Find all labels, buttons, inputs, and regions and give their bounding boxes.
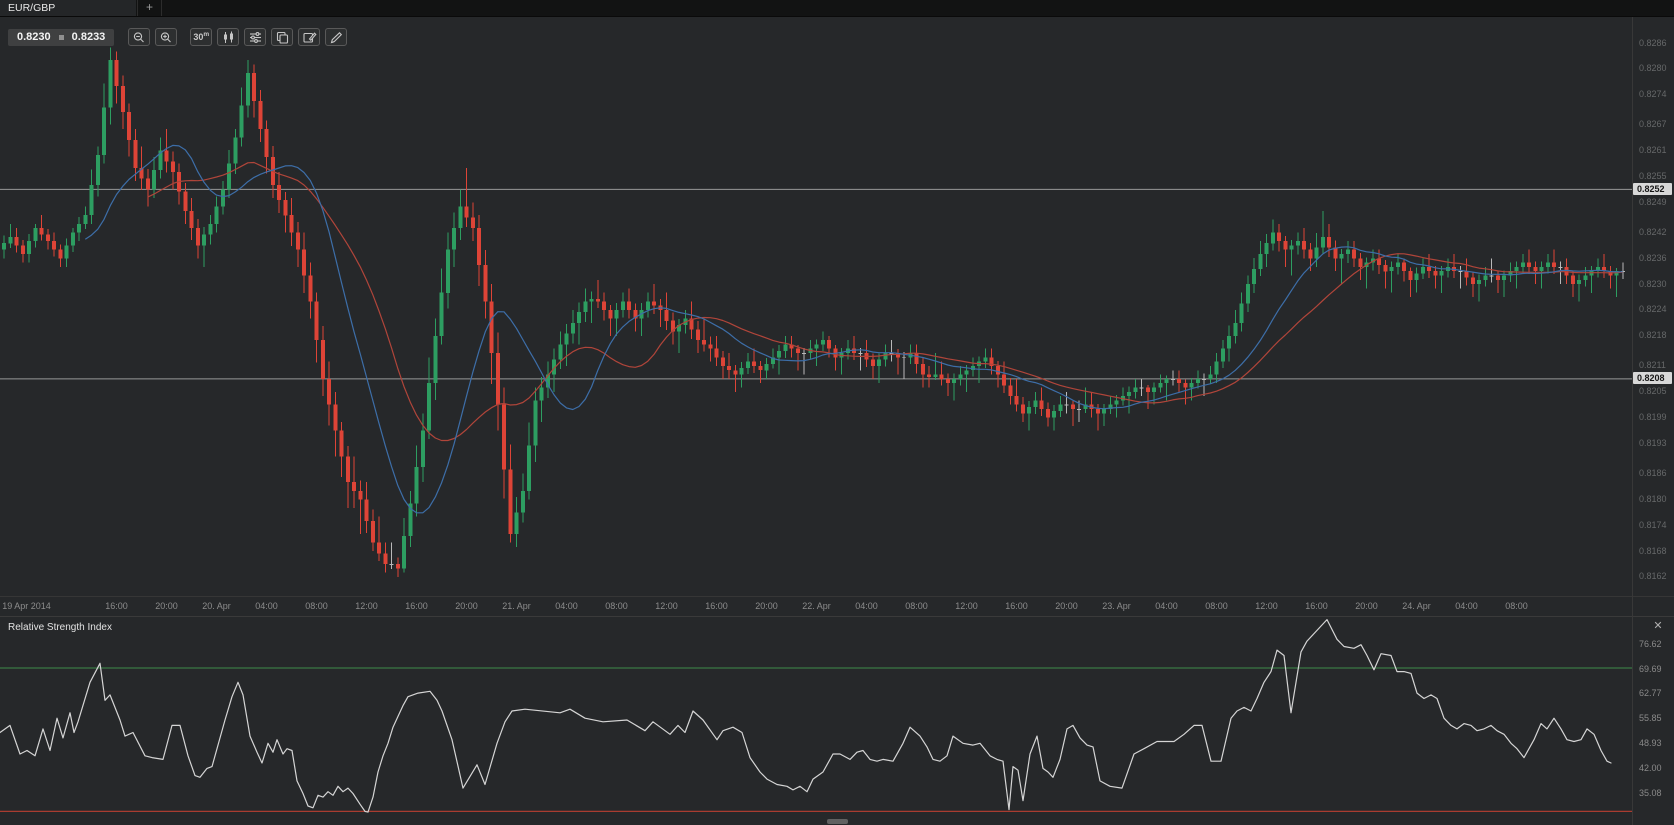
chart-toolbar: 0.8230 0.8233 30m bbox=[8, 28, 348, 46]
time-axis-label: 20. Apr bbox=[202, 601, 231, 611]
copy-layers-icon bbox=[276, 31, 288, 44]
time-axis-label: 16:00 bbox=[405, 601, 428, 611]
price-axis-label: 0.8230 bbox=[1639, 278, 1667, 289]
magnifier-minus-icon bbox=[133, 31, 144, 42]
time-axis-label: 12:00 bbox=[355, 601, 378, 611]
time-axis-label: 20:00 bbox=[1355, 601, 1378, 611]
time-axis-label: 16:00 bbox=[105, 601, 128, 611]
spread-indicator-icon bbox=[58, 34, 64, 40]
time-axis-label: 20:00 bbox=[455, 601, 478, 611]
chart-type-button[interactable] bbox=[217, 28, 240, 46]
price-axis-label: 0.8261 bbox=[1639, 145, 1667, 156]
price-axis-label: 0.8274 bbox=[1639, 89, 1667, 100]
duplicate-chart-button[interactable] bbox=[271, 28, 294, 46]
time-axis-label: 21. Apr bbox=[502, 601, 531, 611]
axis-divider bbox=[1632, 17, 1633, 825]
price-axis-label: 0.8255 bbox=[1639, 170, 1667, 181]
rsi-axis-label: 55.85 bbox=[1639, 713, 1662, 724]
time-axis-label: 16:00 bbox=[1005, 601, 1028, 611]
price-axis-label: 0.8267 bbox=[1639, 119, 1667, 130]
price-axis-label: 0.8199 bbox=[1639, 412, 1667, 423]
price-axis-label: 0.8168 bbox=[1639, 545, 1667, 556]
time-axis-label: 16:00 bbox=[1305, 601, 1328, 611]
tab-eurgbp[interactable]: EUR/GBP bbox=[0, 0, 136, 16]
rsi-axis-label: 48.93 bbox=[1639, 738, 1662, 749]
new-tab-button[interactable]: + bbox=[137, 0, 162, 16]
price-chart-pane: 0.8230 0.8233 30m bbox=[0, 17, 1632, 596]
rsi-axis-label: 76.62 bbox=[1639, 638, 1662, 649]
rsi-title: Relative Strength Index bbox=[8, 622, 112, 633]
price-axis-label: 0.8249 bbox=[1639, 196, 1667, 207]
time-axis-label: 08:00 bbox=[1205, 601, 1228, 611]
price-axis-label: 0.8193 bbox=[1639, 437, 1667, 448]
time-axis-label: 04:00 bbox=[255, 601, 278, 611]
time-axis-label: 12:00 bbox=[1255, 601, 1278, 611]
price-axis-label: 0.8174 bbox=[1639, 519, 1667, 530]
time-axis[interactable]: 19 Apr 2014 16:00 20:00 20. Apr 04:00 08:00 12… bbox=[0, 596, 1674, 616]
price-axis-label: 0.8280 bbox=[1639, 63, 1667, 74]
time-axis-label: 23. Apr bbox=[1102, 601, 1131, 611]
time-axis-label: 04:00 bbox=[1155, 601, 1178, 611]
price-axis-label: 0.8180 bbox=[1639, 493, 1667, 504]
edit-square-pencil-icon bbox=[303, 31, 317, 43]
time-axis-label: 20:00 bbox=[755, 601, 778, 611]
time-axis-label: 08:00 bbox=[305, 601, 328, 611]
rsi-axis-label: 35.08 bbox=[1639, 787, 1662, 798]
tab-label: EUR/GBP bbox=[8, 2, 56, 14]
rsi-axis-label: 69.69 bbox=[1639, 663, 1662, 674]
price-axis-label: 0.8286 bbox=[1639, 37, 1667, 48]
zoom-out-button[interactable] bbox=[128, 28, 151, 46]
magnifier-plus-icon bbox=[160, 31, 171, 42]
time-axis-label: 20:00 bbox=[1055, 601, 1078, 611]
price-axis-label: 0.8224 bbox=[1639, 304, 1667, 315]
time-axis-label: 22. Apr bbox=[802, 601, 831, 611]
close-indicator-icon[interactable]: ✕ bbox=[1653, 620, 1663, 632]
price-axis-label: 0.8186 bbox=[1639, 468, 1667, 479]
quote-box: 0.8230 0.8233 bbox=[8, 28, 115, 46]
rsi-chart[interactable] bbox=[0, 617, 1632, 825]
time-axis-label: 08:00 bbox=[605, 601, 628, 611]
draw-tool-button[interactable] bbox=[325, 28, 348, 46]
price-axis-label: 0.8236 bbox=[1639, 252, 1667, 263]
price-line-tag: 0.8208 bbox=[1633, 372, 1672, 385]
zoom-in-button[interactable] bbox=[155, 28, 178, 46]
sliders-icon bbox=[249, 31, 261, 43]
price-axis-label: 0.8162 bbox=[1639, 571, 1667, 582]
price-axis-label: 0.8211 bbox=[1639, 360, 1666, 371]
price-axis-label: 0.8205 bbox=[1639, 386, 1667, 397]
price-line-tag: 0.8252 bbox=[1633, 182, 1672, 195]
time-axis-label: 04:00 bbox=[1455, 601, 1478, 611]
rsi-axis[interactable]: 76.62 69.69 62.77 55.85 48.93 42.00 35.08 bbox=[1632, 616, 1674, 825]
indicator-settings-button[interactable] bbox=[244, 28, 267, 46]
rsi-axis-label: 42.00 bbox=[1639, 762, 1662, 773]
timeframe-label: 30m bbox=[193, 31, 210, 42]
price-axis-label: 0.8242 bbox=[1639, 226, 1667, 237]
rsi-axis-label: 62.77 bbox=[1639, 688, 1662, 699]
timeframe-button[interactable]: 30m bbox=[190, 28, 213, 46]
time-axis-label: 08:00 bbox=[1505, 601, 1528, 611]
time-axis-label: 20:00 bbox=[155, 601, 178, 611]
edit-chart-button[interactable] bbox=[298, 28, 321, 46]
price-chart[interactable] bbox=[0, 17, 1632, 596]
time-axis-label: 12:00 bbox=[955, 601, 978, 611]
time-axis-label: 08:00 bbox=[905, 601, 928, 611]
pencil-icon bbox=[330, 31, 342, 43]
time-axis-label: 04:00 bbox=[855, 601, 878, 611]
ask-price-button[interactable]: 0.8233 bbox=[71, 31, 106, 43]
candlestick-icon bbox=[223, 31, 233, 43]
price-axis[interactable]: 0.8286 0.8280 0.8274 0.8267 0.8261 0.8255 0.82… bbox=[1632, 17, 1674, 596]
panel-resize-handle[interactable] bbox=[827, 819, 848, 824]
time-axis-label: 04:00 bbox=[555, 601, 578, 611]
rsi-pane: Relative Strength Index bbox=[0, 616, 1632, 825]
price-axis-label: 0.8218 bbox=[1639, 330, 1667, 341]
time-axis-label: 24. Apr bbox=[1402, 601, 1431, 611]
time-axis-label: 12:00 bbox=[655, 601, 678, 611]
tab-bar: EUR/GBP + bbox=[0, 0, 1674, 17]
bid-price-button[interactable]: 0.8230 bbox=[17, 31, 51, 43]
time-axis-label: 16:00 bbox=[705, 601, 728, 611]
time-axis-label: 19 Apr 2014 bbox=[2, 601, 51, 611]
